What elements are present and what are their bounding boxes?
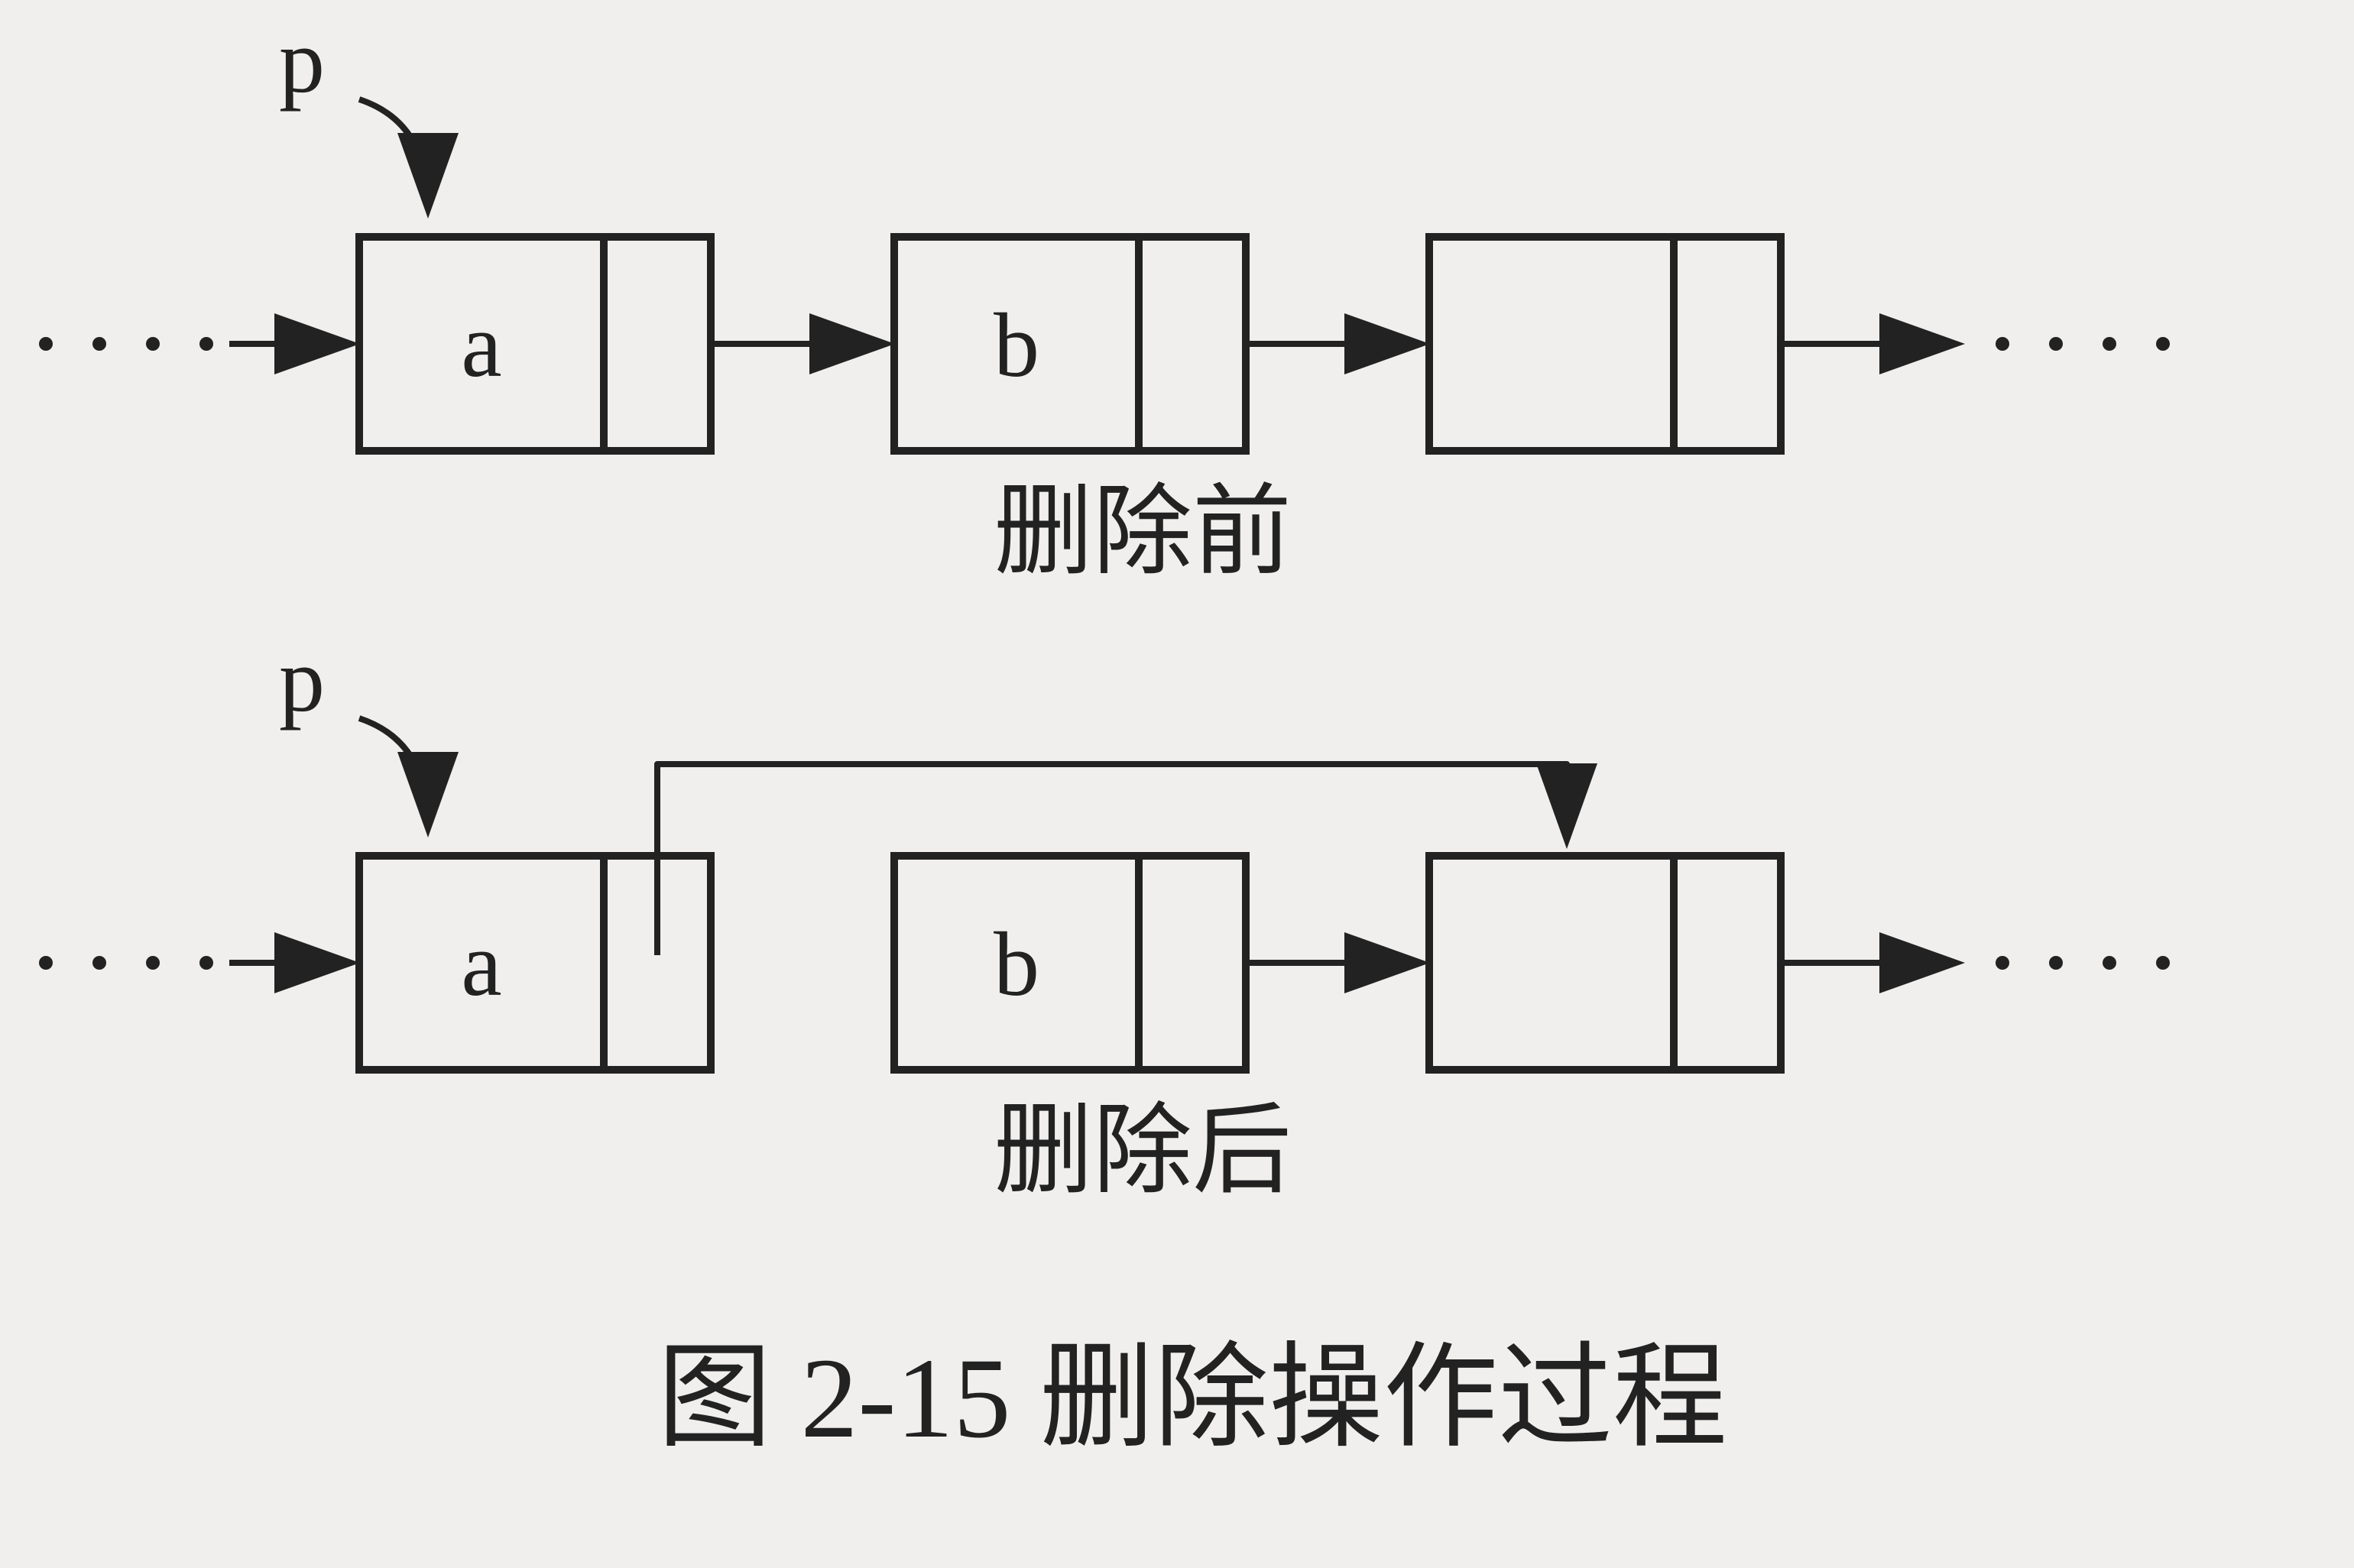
sublabel: 删除后 xyxy=(994,1097,1292,1207)
dot xyxy=(2103,956,2116,970)
dot xyxy=(199,956,213,970)
node-letter: a xyxy=(461,294,501,396)
node-letter: a xyxy=(461,913,501,1015)
dot xyxy=(39,956,53,970)
dot xyxy=(146,337,160,351)
pointer-p-arrow xyxy=(359,718,428,825)
dot xyxy=(1996,956,2009,970)
dot xyxy=(39,337,53,351)
linked-list-node: b xyxy=(894,856,1246,1070)
figure-caption: 图 2-15 删除操作过程 xyxy=(657,1335,1727,1462)
linked-list-node xyxy=(1429,237,1781,451)
dot xyxy=(146,956,160,970)
node-box xyxy=(1429,237,1781,451)
dot xyxy=(2156,956,2170,970)
dot xyxy=(2156,337,2170,351)
diagram-svg: a b p 删除前 a b p 删除后图 2-15 删除操作过程 xyxy=(0,0,2354,1568)
dot xyxy=(2103,337,2116,351)
node-box xyxy=(1429,856,1781,1070)
ellipsis-dots xyxy=(39,956,213,970)
ellipsis-dots xyxy=(1996,956,2170,970)
pointer-label-p: p xyxy=(279,10,325,112)
dot xyxy=(199,337,213,351)
dot xyxy=(2049,337,2063,351)
dot xyxy=(2049,956,2063,970)
pointer-label-p: p xyxy=(279,629,325,731)
node-letter: b xyxy=(994,294,1039,396)
ellipsis-dots xyxy=(1996,337,2170,351)
node-letter: b xyxy=(994,913,1039,1015)
dot xyxy=(92,337,106,351)
linked-list-node xyxy=(1429,856,1781,1070)
node-box xyxy=(894,856,1246,1070)
sublabel: 删除前 xyxy=(994,478,1292,588)
linked-list-node: a xyxy=(359,237,711,451)
node-box xyxy=(359,237,711,451)
ellipsis-dots xyxy=(39,337,213,351)
pointer-p-arrow xyxy=(359,99,428,206)
node-box xyxy=(894,237,1246,451)
dot xyxy=(1996,337,2009,351)
dot xyxy=(92,956,106,970)
linked-list-node: b xyxy=(894,237,1246,451)
